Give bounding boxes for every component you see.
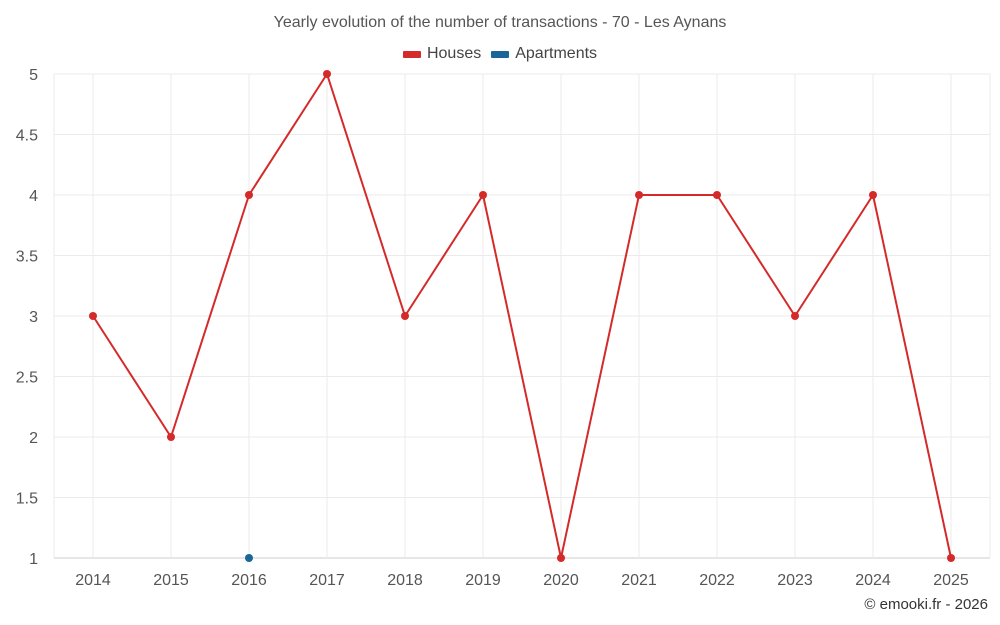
legend-item-apartments[interactable]: Apartments [491, 45, 597, 63]
data-point-houses[interactable] [167, 433, 175, 441]
legend-swatch-houses [402, 50, 421, 58]
x-tick-label: 2017 [309, 572, 345, 589]
x-tick-label: 2024 [855, 572, 891, 589]
y-tick-label: 3.5 [16, 249, 38, 266]
y-tick-label: 3 [29, 309, 38, 326]
y-tick-label: 4 [29, 188, 38, 205]
legend-item-houses[interactable]: Houses [402, 45, 482, 63]
y-tick-label: 1 [29, 551, 38, 568]
y-tick-label: 1.5 [16, 491, 38, 508]
data-point-houses[interactable] [635, 191, 643, 199]
data-point-houses[interactable] [947, 554, 955, 562]
data-point-houses[interactable] [479, 191, 487, 199]
x-tick-label: 2023 [777, 572, 813, 589]
legend: Houses Apartments [0, 45, 1000, 63]
data-point-houses[interactable] [713, 191, 721, 199]
x-tick-label: 2021 [621, 572, 657, 589]
legend-label-houses: Houses [426, 45, 482, 62]
y-tick-label: 2.5 [16, 370, 38, 387]
y-tick-label: 4.5 [16, 128, 38, 145]
x-tick-label: 2022 [699, 572, 735, 589]
y-tick-label: 5 [29, 67, 38, 84]
data-point-houses[interactable] [89, 312, 97, 320]
y-tick-label: 2 [29, 430, 38, 447]
data-point-houses[interactable] [323, 70, 331, 78]
x-tick-label: 2016 [231, 572, 267, 589]
series-line-houses [92, 73, 952, 559]
x-tick-label: 2019 [465, 572, 501, 589]
legend-swatch-apartments [491, 50, 510, 58]
data-point-houses[interactable] [791, 312, 799, 320]
data-point-houses[interactable] [245, 191, 253, 199]
credit-text: © emooki.fr - 2026 [864, 596, 988, 613]
data-point-houses[interactable] [401, 312, 409, 320]
data-point-houses[interactable] [557, 554, 565, 562]
x-tick-label: 2020 [543, 572, 579, 589]
chart-title: Yearly evolution of the number of transa… [273, 14, 727, 31]
data-point-apartments[interactable] [245, 554, 253, 562]
x-tick-label: 2018 [387, 572, 423, 589]
x-tick-label: 2014 [75, 572, 111, 589]
x-tick-label: 2025 [933, 572, 969, 589]
legend-label-apartments: Apartments [515, 45, 598, 62]
data-point-houses[interactable] [869, 191, 877, 199]
x-tick-label: 2015 [153, 572, 189, 589]
